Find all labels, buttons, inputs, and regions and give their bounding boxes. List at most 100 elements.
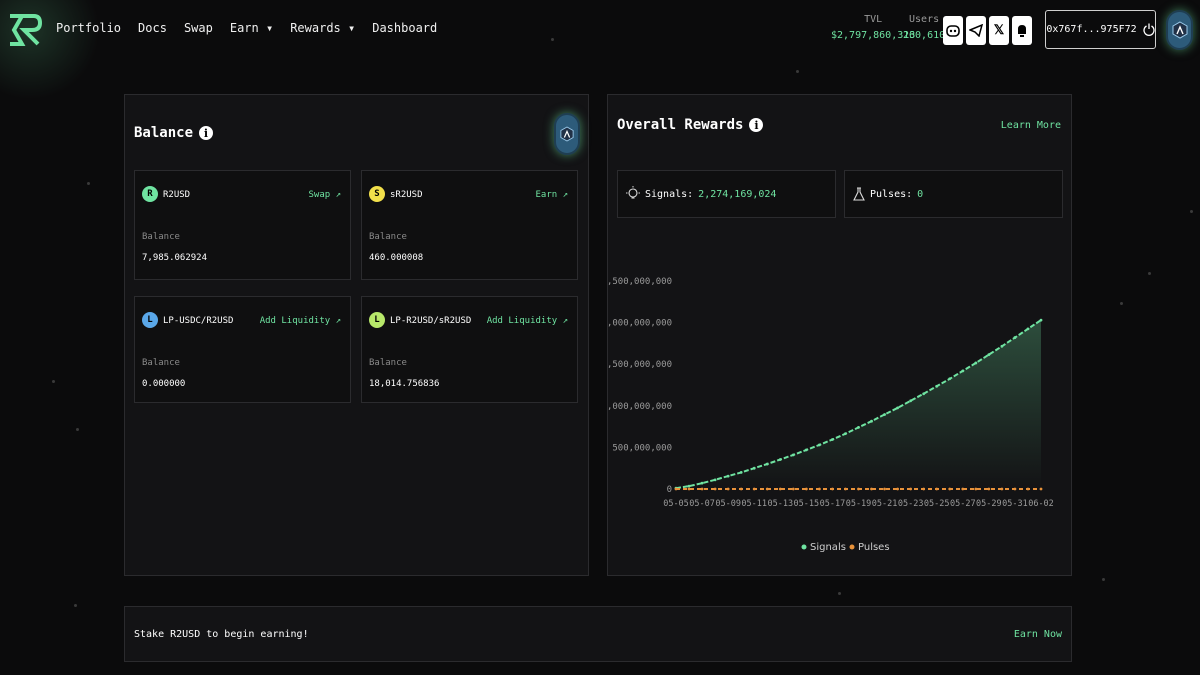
balance-value: 460.000008 (369, 253, 424, 263)
x-icon[interactable]: 𝕏 (989, 16, 1009, 45)
pulses-point (765, 487, 769, 491)
pulses-point (791, 487, 795, 491)
bell-icon[interactable] (1012, 16, 1032, 45)
pulses-point (1026, 487, 1030, 491)
star (76, 428, 79, 431)
users-label: Users (909, 14, 940, 25)
pulses-point (739, 487, 743, 491)
swap-link[interactable]: Swap ↗ (308, 190, 341, 200)
balance-title-text: Balance (134, 125, 194, 141)
stake-message: Stake R2USD to begin earning! (134, 629, 309, 640)
learn-more-link[interactable]: Learn More (1000, 120, 1061, 131)
pulses-point (896, 487, 900, 491)
pulses-point (1013, 487, 1017, 491)
star (1120, 302, 1123, 305)
y-tick-label: 1,500,000,000 (608, 360, 672, 370)
signals-point (857, 426, 860, 429)
pulses-point (687, 487, 691, 491)
balance-label: Balance (142, 358, 180, 368)
nav-rewards-dropdown[interactable]: Rewards ▾ (290, 21, 356, 35)
balance-value: 7,985.062924 (142, 253, 208, 263)
signals-point (700, 481, 704, 485)
lightbulb-icon (626, 186, 640, 199)
signals-point (817, 443, 821, 447)
pulses-point (752, 487, 756, 491)
nav-earn-dropdown[interactable]: Earn ▾ (229, 21, 274, 35)
x-tick-label: 05-19 (846, 499, 872, 509)
token-name: LP-R2USD/sR2USD (390, 316, 472, 326)
signals-point (961, 369, 965, 373)
signals-point (1013, 336, 1017, 339)
arbitrum-icon (560, 126, 574, 142)
arbitrum-icon (1172, 21, 1187, 39)
y-tick-label: 500,000,000 (612, 443, 672, 453)
pulses-point (778, 487, 782, 491)
balance-label: Balance (142, 232, 180, 242)
earn-now-link[interactable]: Earn Now (1013, 629, 1062, 640)
flask-icon (853, 187, 865, 201)
x-tick-label: 05-07 (689, 499, 715, 509)
token-card-r2usd: R R2USD Swap ↗ Balance 7,985.062924 (134, 170, 351, 280)
discord-icon[interactable] (943, 16, 963, 45)
stake-banner: Stake R2USD to begin earning! Earn Now (124, 606, 1072, 662)
balance-value: 0.000000 (142, 379, 186, 389)
pulses-point (804, 487, 808, 491)
star (551, 38, 554, 41)
pulses-point (922, 487, 926, 491)
y-tick-label: 2,500,000,000 (608, 277, 672, 287)
pulses-label: Pulses: (870, 188, 913, 200)
signals-point (804, 448, 808, 452)
signals-point (726, 474, 730, 478)
signals-point (844, 432, 847, 436)
add-liquidity-link[interactable]: Add Liquidity ↗ (259, 316, 341, 326)
pulses-point (883, 487, 886, 491)
pulses-point (1039, 487, 1043, 491)
rewards-chart: 0 500,000,000 1,000,000,000 1,500,000,000 2,… (608, 277, 1054, 553)
signals-point (713, 478, 717, 482)
pulses-point (726, 487, 730, 491)
signals-point (987, 353, 991, 357)
pulses-point (935, 487, 939, 491)
tvl-value: $2,797,860,313 (831, 30, 916, 41)
signals-point (831, 438, 834, 441)
r2-logo-icon[interactable] (8, 14, 42, 46)
nav-docs[interactable]: Docs (138, 21, 167, 35)
balance-label: Balance (369, 232, 407, 242)
signals-point (948, 377, 952, 381)
telegram-icon[interactable] (966, 16, 986, 45)
balance-label: Balance (369, 358, 407, 368)
users-stat: Users 260,610 (903, 14, 945, 41)
star (838, 592, 841, 595)
nav-portfolio[interactable]: Portfolio (56, 21, 122, 35)
pulses-value: 0 (917, 188, 924, 200)
info-icon[interactable]: i (749, 118, 764, 132)
x-tick-label: 05-09 (715, 499, 741, 509)
token-card-lp-usdc-r2usd: L LP-USDC/R2USD Add Liquidity ↗ Balance … (134, 296, 351, 403)
x-tick-label: 05-31 (1002, 499, 1028, 509)
pulses-point (713, 487, 717, 491)
y-tick-label: 1,000,000,000 (608, 402, 672, 412)
legend-signals-marker (801, 544, 807, 550)
legend-signals-label: Signals (810, 542, 846, 553)
wallet-button[interactable]: 0x767f...975F72 (1045, 10, 1156, 49)
signals-point (687, 484, 691, 488)
balance-panel: Balance i R R2USD Swap ↗ Balance 7,985.0… (124, 94, 589, 576)
avatar[interactable] (1166, 10, 1193, 50)
pulses-point (974, 487, 978, 491)
signals-metric: Signals: 2,274,169,024 (617, 170, 836, 218)
add-liquidity-link[interactable]: Add Liquidity ↗ (486, 316, 568, 326)
nav-dashboard[interactable]: Dashboard (372, 21, 438, 35)
earn-link[interactable]: Earn ↗ (535, 190, 568, 200)
network-badge[interactable] (554, 113, 580, 155)
star (87, 182, 90, 185)
signals-area (676, 320, 1041, 489)
star (74, 604, 77, 607)
signals-point (1026, 327, 1030, 331)
rewards-title-text: Overall Rewards (617, 117, 744, 133)
info-icon[interactable]: i (199, 126, 214, 140)
nav-swap[interactable]: Swap (183, 21, 213, 35)
x-tick-label: 05-23 (898, 499, 924, 509)
star (1190, 210, 1193, 213)
pulses-point (961, 487, 965, 491)
tvl-label: TVL (864, 14, 883, 25)
